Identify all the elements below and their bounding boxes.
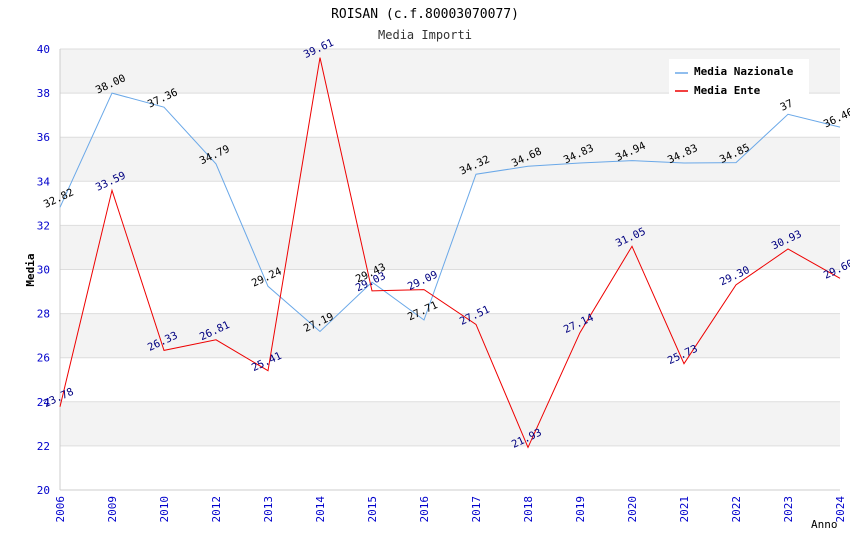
x-tick-label: 2016 (418, 496, 431, 523)
plot-band (60, 313, 840, 358)
x-tick-label: 2021 (678, 496, 691, 523)
plot-background-bands (60, 49, 840, 490)
x-tick-label: 2015 (366, 496, 379, 523)
y-tick-label: 40 (37, 43, 50, 56)
x-tick-label: 2006 (54, 496, 67, 523)
x-tick-label: 2019 (574, 496, 587, 523)
x-tick-label: 2017 (470, 496, 483, 523)
data-label: 37 (778, 97, 795, 113)
plot-band (60, 445, 840, 490)
chart-subtitle: Media Importi (378, 28, 472, 42)
x-tick-labels: 2006 2009 2010 2012 2013 2014 2015 2016 2017 2018… (54, 496, 847, 523)
x-tick-label: 2012 (210, 496, 223, 523)
x-tick-label: 2018 (522, 496, 535, 523)
y-tick-label: 36 (37, 131, 50, 144)
plot-band (60, 269, 840, 314)
plot-band (60, 357, 840, 402)
x-axis-label: Anno (811, 518, 838, 531)
x-tick-label: 2013 (262, 496, 275, 523)
y-tick-label: 22 (37, 440, 50, 453)
y-tick-label: 30 (37, 264, 50, 277)
x-tick-label: 2014 (314, 496, 327, 523)
y-tick-label: 26 (37, 352, 50, 365)
series-lines (59, 57, 841, 449)
y-tick-labels: 20 22 24 26 28 30 32 34 36 38 40 (37, 43, 51, 497)
plot-band (60, 137, 840, 182)
x-tick-label: 2022 (730, 496, 743, 523)
x-tick-label: 2023 (782, 496, 795, 523)
plot-band (60, 401, 840, 446)
plot-band (60, 181, 840, 226)
x-tick-label: 2020 (626, 496, 639, 523)
y-tick-label: 20 (37, 484, 50, 497)
y-axis-label: Media (24, 253, 37, 286)
legend-label-media-nazionale: Media Nazionale (694, 65, 794, 78)
x-tick-label: 2010 (158, 496, 171, 523)
series-line-media-nazionale (59, 92, 841, 333)
legend: Media Nazionale Media Ente (669, 59, 809, 99)
legend-label-media-ente: Media Ente (694, 84, 761, 97)
legend-box (669, 59, 809, 99)
chart-title: ROISAN (c.f.80003070077) (331, 7, 519, 22)
plot-band (60, 93, 840, 138)
y-tick-label: 38 (37, 87, 50, 100)
series-line-media-ente (59, 57, 841, 449)
x-tick-label: 2009 (106, 496, 119, 523)
y-tick-label: 32 (37, 219, 50, 232)
y-tick-label: 28 (37, 308, 50, 321)
x-tick-label: 2024 (834, 496, 847, 523)
y-tick-label: 34 (37, 175, 51, 188)
y-tick-label: 24 (37, 396, 51, 409)
